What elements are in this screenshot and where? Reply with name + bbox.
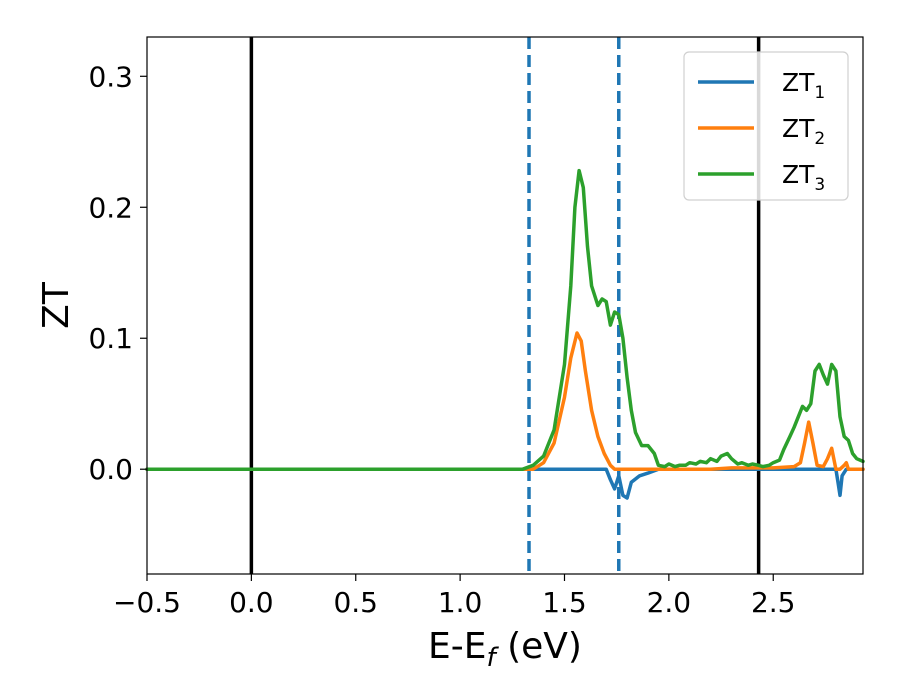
y-tick-label: 0.1	[88, 322, 133, 355]
legend-label-subscript: 1	[814, 83, 825, 103]
x-axis-label-unit: (eV)	[496, 626, 582, 667]
x-tick-label: 2.0	[647, 586, 692, 619]
y-axis-label: ZT	[36, 281, 77, 329]
legend-label-main: ZT	[782, 68, 815, 97]
legend-box	[683, 51, 849, 201]
x-axis-label-main: E-E	[428, 626, 486, 667]
y-tick-label: 0.0	[88, 453, 133, 486]
x-axis-ticks: −0.5 0.0 0.5 1.0 1.5 2.0 2.5	[113, 574, 796, 619]
legend-label-subscript: 3	[814, 175, 825, 195]
series-line-2	[145, 331, 865, 471]
legend-label-2: ZT2	[782, 114, 825, 149]
legend-label-main: ZT	[782, 160, 815, 189]
x-tick-label: 1.5	[542, 586, 587, 619]
x-tick-label: 1.0	[438, 586, 483, 619]
legend-label-3: ZT3	[782, 160, 825, 195]
x-tick-label: 0.0	[229, 586, 274, 619]
series-line-3	[145, 168, 865, 471]
plot-frame	[146, 36, 864, 575]
series-layer	[145, 168, 865, 500]
vertical-reference-lines	[249, 37, 761, 574]
y-axis-ticks: 0.0 0.1 0.2 0.3	[88, 60, 147, 486]
y-tick-label: 0.2	[88, 191, 133, 224]
x-axis-label: E-Ef (eV)	[428, 626, 582, 673]
y-tick-label: 0.3	[88, 60, 133, 93]
legend-label-1: ZT1	[782, 68, 825, 103]
series-line-1	[145, 467, 865, 500]
x-tick-label: −0.5	[113, 586, 181, 619]
x-tick-label: 2.5	[751, 586, 796, 619]
legend-label-subscript: 2	[814, 129, 825, 149]
legend-label-main: ZT	[782, 114, 815, 143]
x-tick-label: 0.5	[333, 586, 378, 619]
